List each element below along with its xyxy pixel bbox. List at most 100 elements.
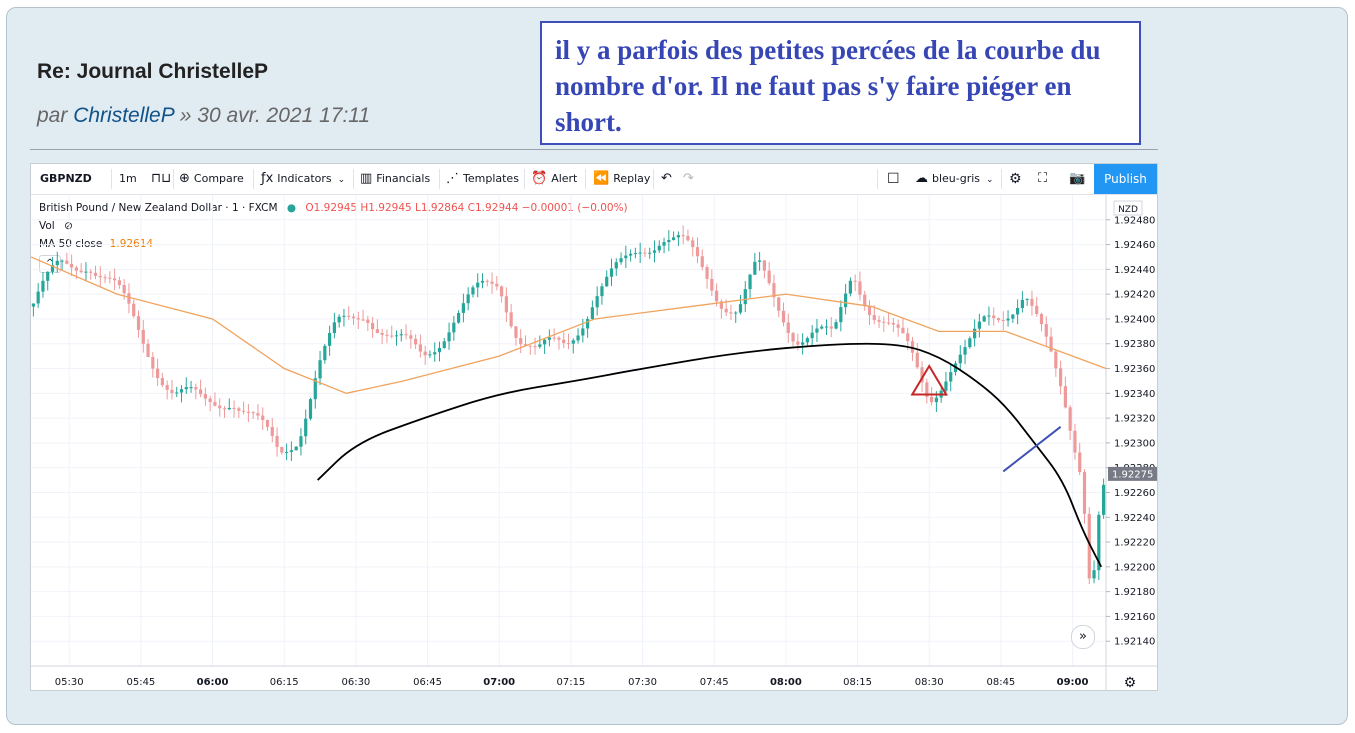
candle-body [452,322,456,333]
candle-body [103,277,107,279]
ma-value: 1.92614 [109,238,154,250]
price-chart[interactable]: 1.92480 1.92460 1.92440 1.92420 1.92400 1.923… [31,164,1157,690]
candle-body [1044,324,1048,337]
gear-icon[interactable]: ⚙ [1009,171,1022,187]
candles-icon[interactable]: ⊓⊔ [151,171,172,186]
candle-body [877,320,881,322]
candle-body [308,399,313,419]
undo-icon[interactable]: ↶ [661,171,672,186]
candle-body [380,332,384,335]
moving-average-line [31,256,1107,394]
candle-body [323,345,327,361]
candle-body [237,408,241,411]
candle-body [218,405,222,409]
price-tick-label: 1.92220 [1114,538,1155,549]
price-tick-label: 1.92320 [1114,414,1155,425]
candle-body [156,368,160,379]
candle-body [777,297,781,311]
time-tick-label: 05:30 [55,677,84,688]
candle-body [1102,484,1106,515]
candle-body [581,328,585,336]
candle-body [648,252,652,254]
candle-body [781,310,786,323]
candle-body [194,387,198,390]
toolbar-divider [524,169,525,189]
price-tick-label: 1.92480 [1114,215,1155,226]
candle-body [944,381,948,391]
price-tick-label: 1.92260 [1114,488,1155,499]
post-date: » 30 avr. 2021 17:11 [173,104,371,127]
templates-button[interactable]: ⋰ Templates [446,164,519,194]
candle-body [332,322,336,334]
indicators-label: Indicators [277,172,332,185]
price-tick-label: 1.92360 [1114,364,1155,375]
replay-button[interactable]: ⏪ Replay [593,164,650,194]
candle-body [514,326,518,338]
candle-body [982,316,986,322]
candle-body [743,289,747,305]
author-link[interactable]: ChristelleP [73,104,174,127]
eye-crossed-icon[interactable]: ⊘ [64,220,73,232]
candle-body [31,303,35,307]
candle-body [523,344,528,346]
candle-body [519,337,523,345]
candle-body [41,280,45,292]
camera-icon[interactable]: 📷 [1069,171,1086,186]
candle-body [280,446,284,453]
ma-label: MA 50 close [39,238,103,250]
candle-body [1068,407,1072,431]
toolbar-divider [877,169,878,189]
time-tick-label: 06:15 [270,677,299,688]
currency-badge [1113,200,1143,216]
candle-body [418,344,422,352]
candle-body [500,286,504,297]
candle-body [122,285,126,294]
price-tick-label: 1.92300 [1114,438,1155,449]
candle-body [810,332,814,339]
publish-button[interactable]: Publish [1094,164,1157,194]
symbol-search[interactable]: GBPNZD [40,172,92,185]
price-tick-label: 1.92180 [1114,587,1155,598]
candle-body [495,283,499,287]
last-price-label: 1.92275 [1112,469,1153,480]
candle-body [385,334,389,336]
fullscreen-icon[interactable]: ⛶ [1038,171,1048,186]
time-tick-label: 06:30 [341,677,370,688]
financials-label: Financials [376,172,431,185]
indicators-button[interactable]: ƒx Indicators ⌄ [261,164,345,194]
layout-square-icon[interactable]: ☐ [887,171,900,187]
warning-triangle-drawing [910,364,948,396]
candle-body [227,407,231,410]
candle-body [213,402,217,406]
annotation-note: il y a parfois des petites percées de la… [540,21,1141,145]
candle-body [533,346,537,348]
candle-body [203,394,207,399]
candle-body [705,267,709,279]
candle-body [404,334,408,336]
cloud-icon: ☁ [915,171,928,186]
redo-icon[interactable]: ↷ [683,171,694,186]
scroll-to-realtime-button[interactable]: » [1071,625,1095,649]
candle-body [179,389,184,393]
candle-body [772,283,776,298]
candle-body [906,333,910,342]
candle-body [996,318,1001,321]
candle-body [89,271,93,273]
volume-label: Vol [39,220,55,232]
financials-button[interactable]: ▥ Financials [360,164,430,194]
candle-body [313,378,317,400]
candle-body [189,387,193,389]
price-tick-label: 1.92420 [1114,290,1155,301]
time-tick-label: 08:00 [770,677,802,688]
compare-button[interactable]: ⊕ Compare [179,164,244,194]
toolbar-divider [653,169,654,189]
alert-button[interactable]: ⏰ Alert [531,164,577,194]
candle-body [930,396,934,403]
candle-body [394,335,399,337]
post-title[interactable]: Re: Journal ChristelleP [37,60,269,83]
theme-select[interactable]: ☁ bleu-gris ⌄ [915,164,994,194]
candle-body [433,352,437,355]
interval-button[interactable]: 1m [119,172,137,185]
candle-body [461,303,465,313]
collapse-legend-button[interactable]: ^ [39,255,61,273]
